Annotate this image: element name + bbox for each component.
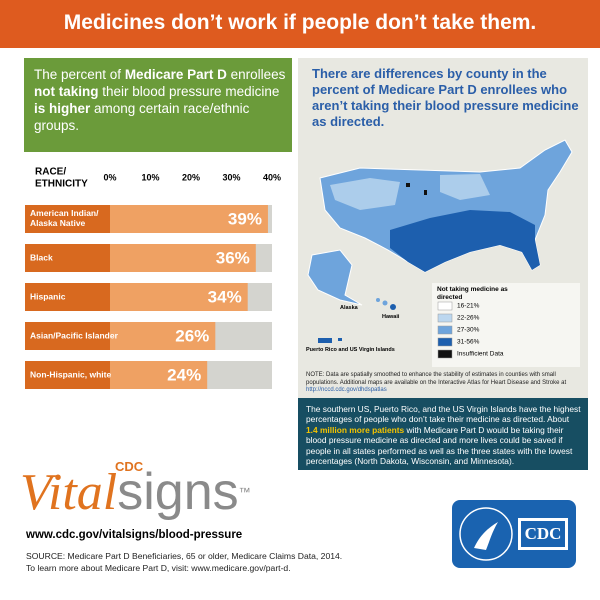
summary-box	[298, 398, 588, 470]
text-segment: The percent of	[34, 67, 125, 82]
us-south	[390, 210, 540, 272]
brand: Vitalsigns™	[20, 466, 251, 519]
hhs-eagle	[474, 522, 498, 550]
bar-chart: RACE/ ETHNICITY 0% 10% 20% 30% 40% American I…	[25, 167, 281, 389]
us-west	[330, 178, 400, 210]
text-segment: among certain race/ethnic groups.	[34, 101, 250, 133]
bar	[110, 205, 268, 233]
insufficient-data	[424, 190, 427, 195]
alaska-shape	[307, 249, 363, 306]
text-segment: Medicare Part D	[124, 67, 227, 82]
value-label: 34%	[208, 287, 242, 306]
footer-source: SOURCE: Medicare Part D Beneficiaries, 6…	[26, 551, 343, 561]
category-box	[25, 322, 110, 350]
brand-tm: ™	[238, 485, 251, 499]
summary-text: The southern US, Puerto Rico, and the US…	[306, 404, 582, 466]
category-box	[25, 244, 110, 272]
cdc-logo	[452, 500, 576, 568]
us-midwest	[440, 174, 490, 200]
x-tick-label: 30%	[222, 172, 240, 182]
map-place: Puerto Rico and US Virgin Islands	[306, 347, 395, 353]
legend-label: 31-56%	[457, 339, 480, 346]
note-text: NOTE: Data are spatially smoothed to enh…	[306, 372, 567, 386]
category-label: Black	[30, 252, 53, 262]
text-segment: enrollees	[226, 67, 286, 82]
intro-box	[24, 58, 292, 152]
category-label: Hispanic	[30, 291, 66, 301]
insufficient-data	[406, 183, 410, 187]
legend-swatch	[437, 301, 453, 311]
brand-vital: Vital	[20, 464, 118, 521]
category-box	[25, 361, 110, 389]
map-note: NOTE: Data are spatially smoothed to enh…	[306, 372, 582, 395]
legend-swatch	[437, 325, 453, 335]
category-label: American Indian/Alaska Native	[30, 208, 99, 228]
legend-swatch	[437, 349, 453, 359]
category-box	[25, 283, 110, 311]
legend-label: Insufficient Data	[457, 351, 504, 358]
text-segment: their blood pressure medicine	[98, 84, 280, 99]
value-label: 24%	[167, 365, 201, 384]
text-segment: not taking	[34, 84, 99, 99]
category-box	[25, 205, 110, 233]
puerto-rico-shape	[318, 338, 332, 343]
cdc-logo-text: CDC	[525, 524, 562, 543]
us-map	[307, 139, 573, 343]
text-segment: is higher	[34, 101, 91, 116]
x-tick-label: 0%	[103, 172, 116, 182]
value-label: 26%	[175, 326, 209, 345]
x-tick-label: 10%	[141, 172, 159, 182]
legend-title: Not taking medicine as directed	[437, 286, 508, 301]
bar	[110, 322, 216, 350]
map-place: Hawaii	[382, 314, 400, 320]
hawaii-shape	[376, 298, 380, 302]
text-segment: 1.4 million more patients	[306, 424, 405, 435]
category-label: Non-Hispanic, white	[30, 369, 112, 379]
legend-swatch	[437, 337, 453, 347]
legend-box	[432, 283, 580, 367]
axis-title: ETHNICITY	[35, 179, 88, 190]
legend: 16-21% 22-26% 27-30% 31-56% Insufficient Dat…	[437, 301, 504, 359]
value-label: 39%	[228, 209, 262, 228]
intro-text: The percent of Medicare Part D enrollees…	[34, 66, 286, 134]
header-title: Medicines don’t work if people don’t tak…	[63, 11, 537, 34]
header-band	[0, 0, 600, 48]
category-label: Asian/Pacific Islander	[30, 330, 119, 340]
x-tick-label: 20%	[182, 172, 200, 182]
virgin-islands-shape	[338, 338, 342, 341]
footer-url[interactable]: www.cdc.gov/vitalsigns/blood-pressure	[26, 529, 243, 541]
legend-label: 16-21%	[457, 303, 480, 310]
text-segment: The southern US, Puerto Rico, and the US…	[306, 404, 581, 425]
hawaii-shape	[382, 300, 388, 306]
map-place: Alaska	[340, 305, 358, 311]
axis-title: RACE/	[35, 167, 66, 178]
legend-swatch	[437, 313, 453, 323]
footer-source: To learn more about Medicare Part D, vis…	[26, 563, 291, 573]
x-tick-label: 40%	[263, 172, 281, 182]
cdc-logo-inner	[521, 521, 565, 547]
brand-cdc: CDC	[115, 459, 144, 474]
map-title: There are differences by county in the p…	[312, 66, 579, 129]
bar	[110, 283, 248, 311]
value-label: 36%	[216, 248, 250, 267]
hawaii-shape	[390, 304, 396, 310]
bar	[110, 361, 208, 389]
note-link[interactable]: http://nccd.cdc.gov/dhdspatlas	[306, 387, 387, 393]
bar	[110, 244, 256, 272]
text-segment: with Medicare Part D would be taking the…	[306, 424, 573, 467]
brand-signs: signs	[117, 463, 239, 521]
hhs-seal	[459, 507, 513, 561]
legend-label: 27-30%	[457, 327, 480, 334]
legend-label: 22-26%	[457, 315, 480, 322]
